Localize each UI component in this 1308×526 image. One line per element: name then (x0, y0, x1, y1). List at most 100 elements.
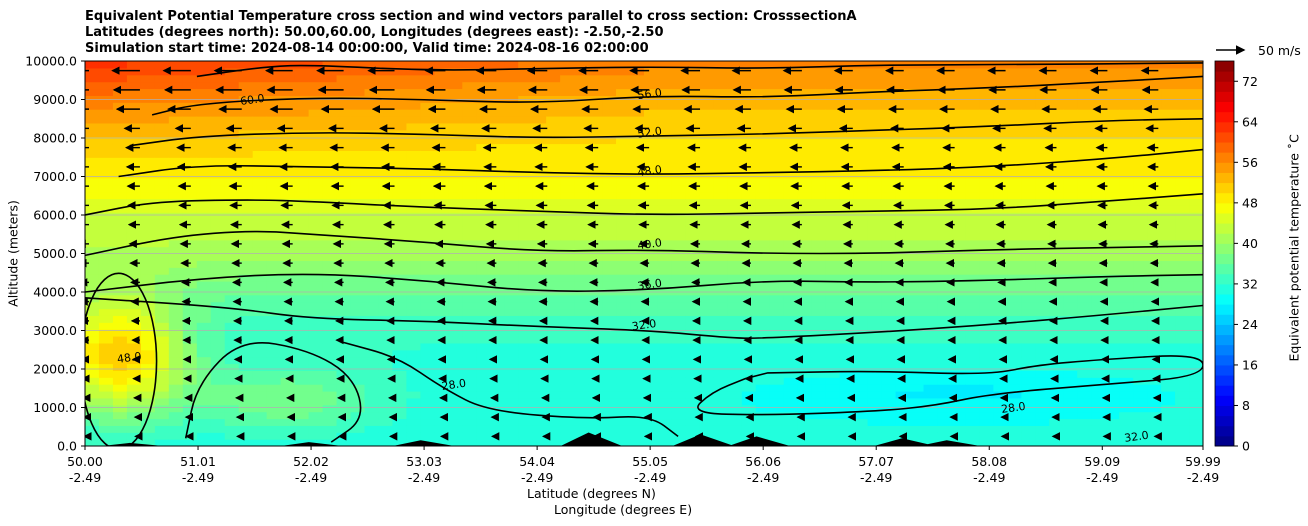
field-cell (448, 260, 463, 268)
field-cell (630, 301, 645, 310)
field-cell (280, 212, 296, 220)
field-cell (881, 205, 897, 213)
field-cell (224, 391, 240, 399)
field-cell (266, 205, 282, 213)
field-cell (1105, 61, 1120, 69)
field-cell (1133, 418, 1148, 426)
field-cell (727, 356, 743, 365)
field-cell (1077, 418, 1092, 426)
field-cell (322, 260, 338, 268)
field-cell (699, 61, 715, 69)
field-cell (294, 212, 310, 220)
field-cell (630, 219, 645, 227)
field-cell (532, 253, 547, 261)
field-cell (238, 109, 254, 117)
field-cell (280, 67, 296, 76)
field-cell (350, 102, 366, 110)
field-cell (741, 171, 757, 179)
field-cell (811, 184, 827, 193)
field-cell (210, 177, 226, 186)
field-cell (1049, 171, 1064, 179)
field-cell (280, 191, 296, 200)
field-cell (364, 404, 380, 413)
field-cell (616, 164, 631, 172)
field-cell (699, 411, 715, 420)
field-cell (154, 349, 170, 358)
field-cell (280, 363, 296, 371)
field-cell (993, 102, 1008, 110)
field-cell (951, 198, 967, 206)
field-cell (1049, 267, 1064, 275)
field-cell (476, 226, 491, 234)
field-cell (1007, 246, 1022, 255)
field-cell (727, 67, 743, 76)
field-cell (294, 150, 310, 158)
field-cell (797, 177, 813, 186)
field-cell (546, 102, 561, 110)
field-cell (210, 116, 226, 124)
field-cell (85, 322, 100, 330)
field-cell (364, 322, 380, 330)
field-cell (616, 61, 631, 69)
field-cell (238, 308, 254, 316)
field-cell (532, 212, 547, 220)
field-cell (965, 88, 980, 96)
field-cell (532, 136, 547, 145)
field-cell (616, 198, 631, 206)
field-cell (895, 226, 911, 234)
field-cell (825, 150, 841, 158)
field-cell (322, 329, 338, 337)
field-cell (657, 253, 673, 261)
field-cell (755, 425, 771, 433)
field-cell (644, 322, 659, 330)
contour-40.0 (85, 230, 1203, 257)
field-cell (140, 164, 156, 172)
field-cell (518, 274, 533, 282)
field-cell (1147, 342, 1162, 351)
field-cell (602, 411, 617, 420)
field-cell (252, 157, 268, 165)
field-cell (727, 322, 743, 330)
field-cell (1021, 157, 1036, 165)
field-cell (532, 260, 547, 268)
field-cell (462, 329, 477, 337)
field-cell (98, 184, 114, 193)
field-cell (448, 377, 463, 385)
field-cell (853, 226, 869, 234)
field-cell (713, 171, 729, 179)
field-cell (937, 109, 953, 117)
field-cell (350, 232, 366, 241)
field-cell (1077, 74, 1092, 83)
field-cell (1063, 205, 1078, 213)
field-cell (378, 391, 394, 399)
field-cell (769, 116, 785, 124)
field-cell (364, 212, 380, 220)
field-cell (951, 157, 967, 165)
field-cell (1119, 157, 1134, 165)
field-cell (797, 274, 813, 282)
field-cell (671, 404, 687, 413)
field-cell (644, 384, 659, 392)
field-cell (182, 81, 198, 90)
field-cell (1091, 219, 1106, 227)
field-cell (713, 198, 729, 206)
field-cell (378, 267, 394, 275)
field-cell (364, 246, 380, 255)
field-cell (685, 171, 701, 179)
field-cell (308, 239, 324, 248)
field-cell (504, 232, 519, 241)
field-cell (252, 81, 268, 90)
field-cell (196, 198, 212, 206)
field-cell (406, 232, 421, 241)
field-cell (182, 384, 198, 392)
field-cell (308, 425, 324, 433)
field-cell (462, 425, 477, 433)
field-cell (126, 116, 142, 124)
field-cell (532, 150, 547, 158)
field-cell (825, 267, 841, 275)
field-cell (630, 260, 645, 268)
field-cell (294, 191, 310, 200)
field-cell (602, 67, 617, 76)
field-cell (699, 418, 715, 426)
field-cell (853, 157, 869, 165)
